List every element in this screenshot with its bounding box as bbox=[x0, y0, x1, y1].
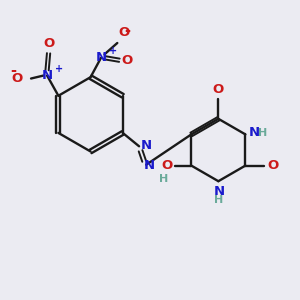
Text: N: N bbox=[144, 159, 155, 172]
Text: N: N bbox=[249, 126, 260, 140]
Text: -: - bbox=[125, 23, 131, 38]
Text: +: + bbox=[109, 46, 117, 56]
Text: O: O bbox=[268, 159, 279, 172]
Text: H: H bbox=[258, 128, 267, 138]
Text: +: + bbox=[56, 64, 64, 74]
Text: N: N bbox=[96, 51, 107, 64]
Text: O: O bbox=[213, 82, 224, 96]
Text: N: N bbox=[213, 185, 224, 198]
Text: O: O bbox=[11, 72, 23, 85]
Text: N: N bbox=[141, 139, 152, 152]
Text: H: H bbox=[159, 174, 168, 184]
Text: O: O bbox=[119, 26, 130, 39]
Text: N: N bbox=[42, 69, 53, 82]
Text: O: O bbox=[122, 54, 133, 67]
Text: O: O bbox=[43, 37, 54, 50]
Text: -: - bbox=[10, 63, 16, 78]
Text: O: O bbox=[161, 158, 172, 172]
Text: H: H bbox=[214, 195, 224, 205]
